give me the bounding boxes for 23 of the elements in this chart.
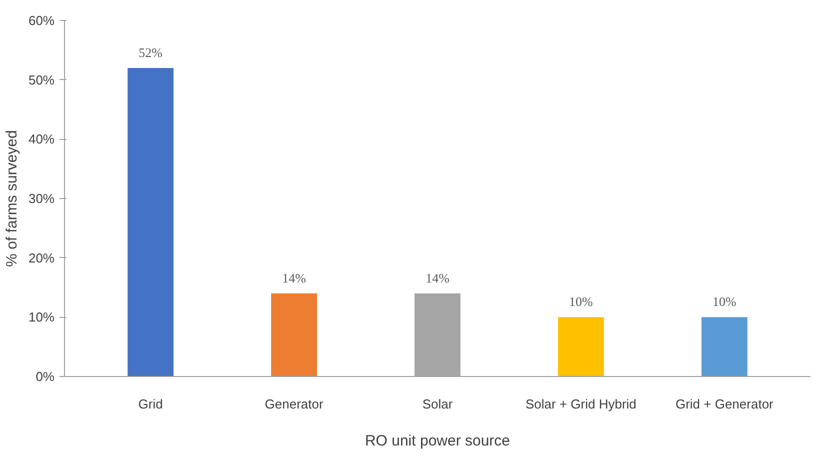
bar — [701, 317, 748, 376]
y-tick-label: 60% — [28, 13, 55, 28]
x-tick-label: Grid — [138, 396, 163, 412]
data-label: 14% — [282, 270, 306, 286]
data-label: 10% — [712, 294, 737, 310]
y-tick-label: 20% — [28, 250, 55, 266]
data-label: 14% — [426, 270, 450, 286]
x-tick-label: Generator — [264, 396, 324, 412]
bar — [558, 317, 604, 376]
y-tick-label: 30% — [28, 191, 55, 206]
bar — [271, 293, 317, 376]
y-tick-label: 0% — [36, 369, 55, 384]
y-axis-title: % of farms surveyed — [3, 130, 20, 267]
y-tick-label: 40% — [28, 132, 55, 147]
x-tick-label: Solar + Grid Hybrid — [526, 396, 636, 412]
bar — [128, 68, 174, 376]
x-axis-title: RO unit power source — [364, 432, 510, 450]
x-tick-label: Grid + Generator — [675, 396, 774, 412]
y-tick-label: 50% — [28, 72, 55, 88]
data-label: 52% — [138, 44, 163, 60]
data-label: 10% — [569, 294, 594, 310]
x-tick-label: Solar — [422, 396, 454, 412]
y-tick-label: 10% — [28, 310, 55, 325]
